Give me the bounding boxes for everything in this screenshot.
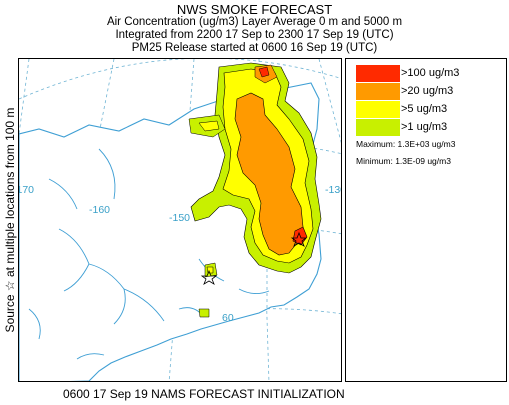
lon-label-130: -130	[325, 184, 342, 196]
legend-swatch-1	[356, 119, 400, 136]
smoke-map: -170 -160 -150 -130 60	[18, 58, 342, 382]
forecast-title: NWS SMOKE FORECAST	[176, 2, 333, 17]
source-location-label: Source ☆ at multiple locations from 100 …	[3, 107, 17, 333]
release-start: PM25 Release started at 0600 16 Sep 19 (…	[131, 42, 378, 54]
legend-minimum: Minimum: 1.3E-09 ug/m3	[356, 156, 451, 166]
smoke-plume	[188, 62, 322, 318]
lon-label-170: -170	[19, 184, 34, 196]
legend-label-100: >100 ug/m3	[401, 67, 460, 79]
source-star-icon	[200, 231, 308, 285]
lat-label-60: 60	[222, 312, 234, 324]
concentration-legend: >100 ug/m3 >20 ug/m3 >5 ug/m3 >1 ug/m3 M…	[345, 58, 507, 382]
forecast-footer: 0600 17 Sep 19 NAMS FORECAST INITIALIZAT…	[63, 387, 345, 401]
legend-maximum: Maximum: 1.3E+03 ug/m3	[356, 139, 456, 149]
legend-swatch-20	[356, 83, 400, 100]
lon-label-150: -150	[169, 212, 190, 224]
legend-label-1: >1 ug/m3	[401, 121, 448, 133]
legend-label-5: >5 ug/m3	[401, 103, 448, 115]
legend-swatch-5	[356, 101, 400, 118]
map-canvas: -170 -160 -150 -130 60	[19, 59, 342, 381]
concentration-subtitle: Air Concentration (ug/m3) Layer Average …	[106, 16, 403, 28]
legend-label-20: >20 ug/m3	[401, 85, 454, 97]
legend-swatch-100	[356, 65, 400, 82]
integration-period: Integrated from 2200 17 Sep to 2300 17 S…	[115, 29, 394, 41]
lon-label-160: -160	[89, 204, 110, 216]
